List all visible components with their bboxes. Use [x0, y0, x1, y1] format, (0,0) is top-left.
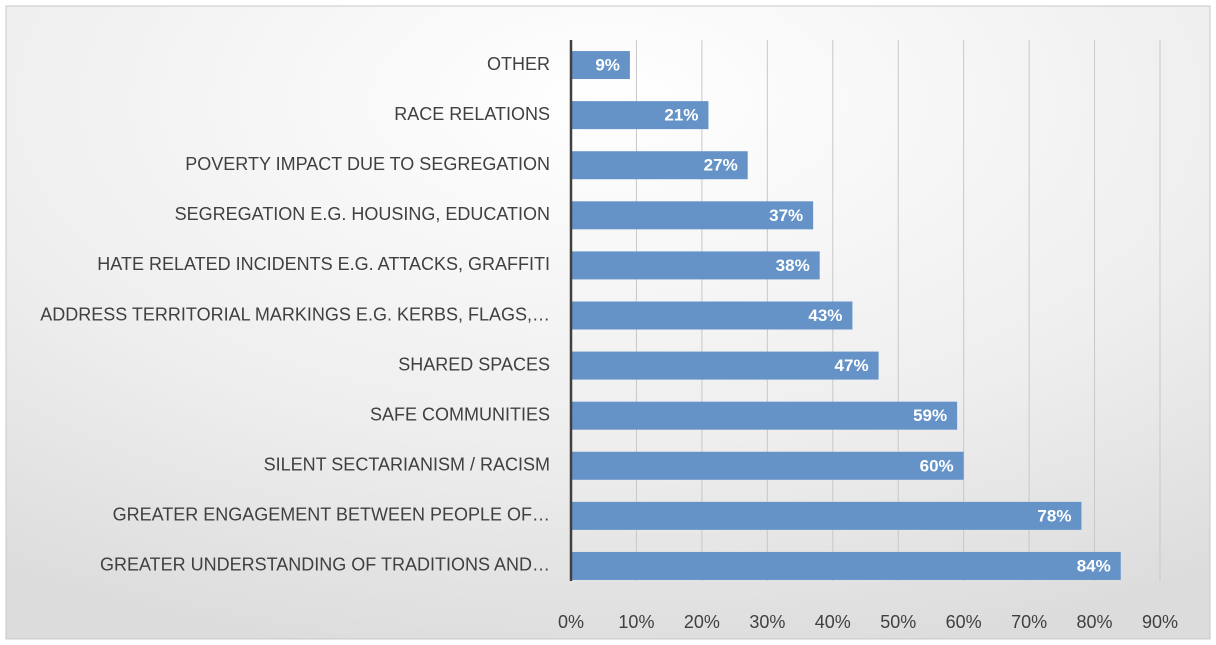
- value-label: 78%: [1037, 506, 1071, 525]
- bar: [571, 451, 964, 480]
- value-label: 37%: [769, 206, 803, 225]
- x-tick-label: 60%: [946, 612, 982, 632]
- x-tick-label: 90%: [1142, 612, 1178, 632]
- value-label: 27%: [704, 156, 738, 175]
- y-tick-label: SILENT SECTARIANISM / RACISM: [264, 455, 550, 475]
- value-label: 60%: [920, 456, 954, 475]
- x-tick-label: 10%: [618, 612, 654, 632]
- bar: [571, 551, 1121, 580]
- bar: [571, 201, 814, 230]
- value-label: 9%: [595, 56, 620, 75]
- bar: [571, 401, 958, 430]
- value-label: 43%: [808, 306, 842, 325]
- bar: [571, 501, 1082, 530]
- y-tick-label: ADDRESS TERRITORIAL MARKINGS E.G. KERBS,…: [40, 304, 550, 324]
- bar: [571, 351, 879, 380]
- value-label: 38%: [776, 256, 810, 275]
- value-label: 21%: [664, 106, 698, 125]
- y-tick-label: POVERTY IMPACT DUE TO SEGREGATION: [185, 154, 550, 174]
- value-label: 47%: [835, 356, 869, 375]
- x-tick-label: 80%: [1077, 612, 1113, 632]
- bar: [571, 101, 709, 130]
- y-tick-label: RACE RELATIONS: [394, 104, 550, 124]
- x-tick-label: 70%: [1011, 612, 1047, 632]
- x-tick-label: 20%: [684, 612, 720, 632]
- bar: [571, 251, 820, 280]
- y-tick-label: GREATER UNDERSTANDING OF TRADITIONS AND…: [100, 555, 550, 575]
- bar: [571, 151, 748, 180]
- y-tick-label: SAFE COMMUNITIES: [370, 404, 550, 424]
- y-tick-label: SHARED SPACES: [398, 354, 550, 374]
- value-label: 84%: [1077, 556, 1111, 575]
- bar: [571, 301, 853, 330]
- x-tick-label: 40%: [815, 612, 851, 632]
- x-tick-label: 50%: [880, 612, 916, 632]
- x-tick-label: 0%: [558, 612, 584, 632]
- x-tick-label: 30%: [749, 612, 785, 632]
- y-tick-label: SEGREGATION E.G. HOUSING, EDUCATION: [175, 204, 550, 224]
- y-tick-label: OTHER: [487, 54, 550, 74]
- bar: [571, 51, 630, 80]
- value-label: 59%: [913, 406, 947, 425]
- y-tick-label: HATE RELATED INCIDENTS E.G. ATTACKS, GRA…: [97, 254, 550, 274]
- y-tick-label: GREATER ENGAGEMENT BETWEEN PEOPLE OF…: [113, 505, 550, 525]
